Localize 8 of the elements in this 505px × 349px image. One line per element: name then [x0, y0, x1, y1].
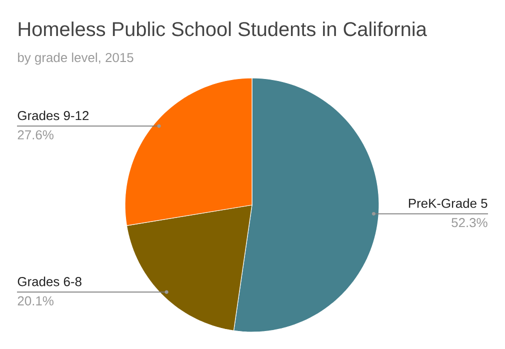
chart-subtitle: by grade level, 2015 — [18, 52, 134, 65]
slice-label: PreK-Grade 5 — [408, 198, 488, 208]
data-label: 52.3% — [452, 218, 488, 228]
data-label: 20.1% — [18, 296, 54, 306]
data-label: 27.6% — [18, 130, 54, 140]
chart-title: Homeless Public School Students in California — [18, 22, 427, 36]
slice-label: Grades 6-8 — [18, 276, 82, 286]
slice-label: Grades 9-12 — [18, 110, 89, 120]
